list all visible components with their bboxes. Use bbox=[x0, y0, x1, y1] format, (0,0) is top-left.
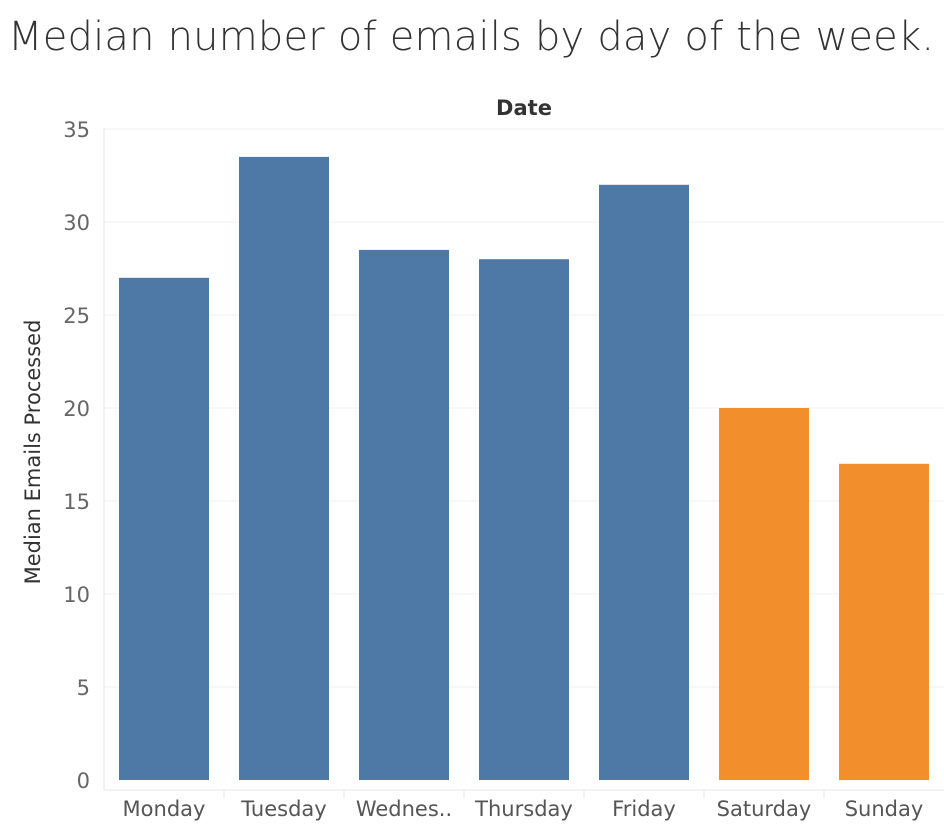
y-tick-label: 30 bbox=[63, 211, 90, 235]
y-axis-ticks: 0 5 10 15 20 25 30 35 bbox=[63, 118, 90, 793]
x-tick-label: Friday bbox=[612, 797, 676, 821]
bar-tuesday[interactable] bbox=[239, 156, 329, 780]
y-tick-label: 15 bbox=[63, 490, 90, 514]
x-axis-labels: Monday Tuesday Wednes.. Thursday Friday Satur… bbox=[123, 790, 924, 821]
x-tick-label: Wednes.. bbox=[356, 797, 452, 821]
bar-sunday[interactable] bbox=[839, 463, 929, 780]
x-tick-label: Tuesday bbox=[240, 797, 326, 821]
bar-monday[interactable] bbox=[119, 277, 209, 780]
y-axis-label: Median Emails Processed bbox=[21, 320, 45, 585]
bar-wednes[interactable] bbox=[359, 249, 449, 780]
y-tick-label: 10 bbox=[63, 583, 90, 607]
chart-title: Median number of emails by day of the we… bbox=[8, 14, 935, 60]
bars bbox=[119, 156, 929, 781]
bar-friday[interactable] bbox=[599, 184, 689, 781]
x-tick-label: Monday bbox=[123, 797, 206, 821]
bar-saturday[interactable] bbox=[719, 408, 809, 780]
x-tick-label: Saturday bbox=[717, 797, 812, 821]
y-tick-label: 25 bbox=[63, 304, 90, 328]
column-header: Date bbox=[496, 96, 552, 120]
y-tick-label: 35 bbox=[63, 118, 90, 142]
y-tick-label: 20 bbox=[63, 397, 90, 421]
x-tick-label: Sunday bbox=[845, 797, 924, 821]
x-tick-label: Thursday bbox=[474, 797, 573, 821]
y-tick-label: 5 bbox=[77, 676, 90, 700]
bar-thursday[interactable] bbox=[479, 259, 569, 780]
y-tick-label: 0 bbox=[77, 769, 90, 793]
